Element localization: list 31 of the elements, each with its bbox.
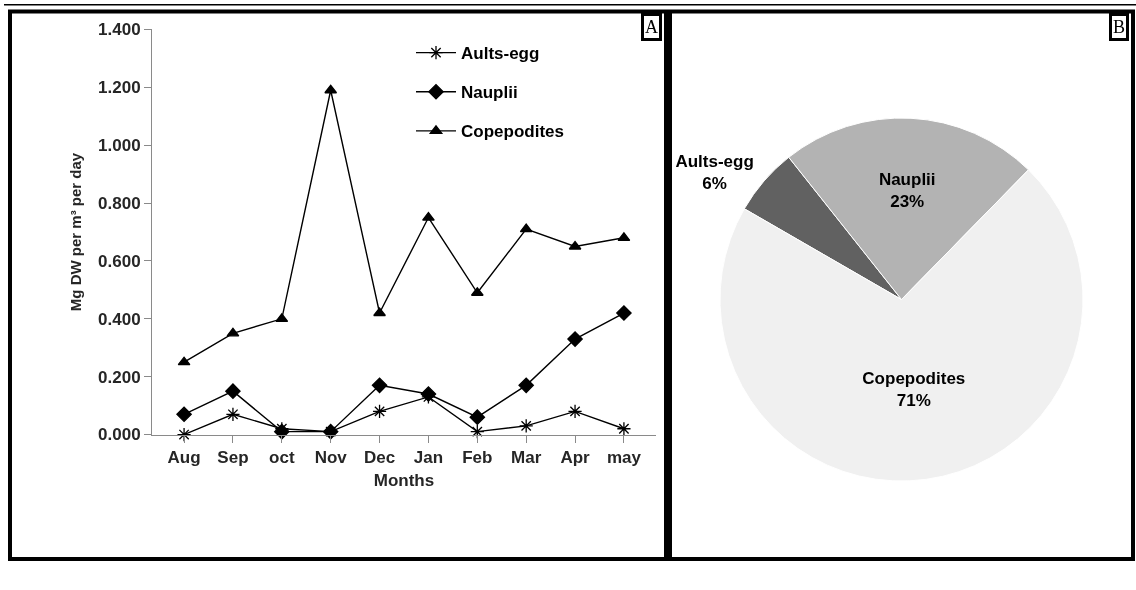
data-label: 23% xyxy=(890,191,925,211)
legend-label: Aults-egg xyxy=(461,44,540,64)
y-tick-label: 0.600 xyxy=(98,251,141,271)
x-tick-label: Feb xyxy=(462,447,493,467)
x-tick-label: Mar xyxy=(511,447,542,467)
x-tick-label: Dec xyxy=(363,447,396,467)
data-label: 6% xyxy=(702,173,727,193)
y-tick-label: 0.000 xyxy=(98,425,141,445)
slice-label: Aults-egg xyxy=(675,151,754,171)
x-tick-label: Jan xyxy=(413,447,444,467)
y-tick-label: 0.400 xyxy=(98,309,141,329)
x-tick-label: Sep xyxy=(217,447,249,467)
text: B xyxy=(1113,17,1126,37)
y-tick-label: 1.000 xyxy=(98,136,141,156)
annotation: A xyxy=(645,17,658,37)
legend-label: Copepodites xyxy=(461,122,564,142)
x-tick-label: Aug xyxy=(167,447,201,467)
legend-label: Nauplii xyxy=(461,83,518,103)
y-tick-label: 0.800 xyxy=(98,194,141,214)
y-tick-label: 1.200 xyxy=(98,78,141,98)
x-tick-label: may xyxy=(606,447,642,467)
x-axis-title: Months xyxy=(373,471,435,491)
y-axis-title: Mg DW per m³ per day xyxy=(67,152,85,312)
slice-label: Copepodites xyxy=(862,368,966,388)
y-tick-label: 0.200 xyxy=(98,367,141,387)
slice-label: Nauplii xyxy=(878,169,936,189)
x-tick-label: Apr xyxy=(560,447,591,467)
x-tick-label: oct xyxy=(269,447,295,467)
x-tick-label: Nov xyxy=(314,447,348,467)
data-label: 71% xyxy=(896,390,931,410)
y-tick-label: 1.400 xyxy=(98,20,141,40)
